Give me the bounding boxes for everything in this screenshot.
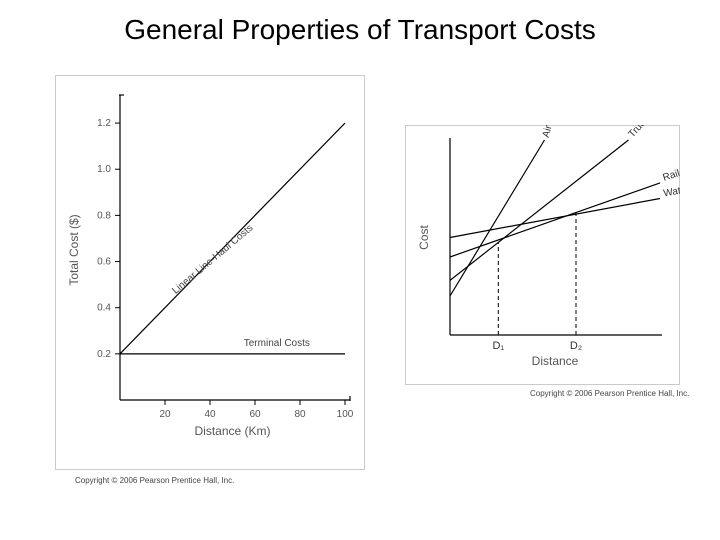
left-chart: 0.2 0.4 0.6 0.8 1.0 1.2 20 40 60 80 100 Distance (K… [55,75,365,470]
svg-text:Air: Air [541,125,555,139]
svg-text:Distance: Distance [532,354,579,368]
svg-text:Total Cost ($): Total Cost ($) [67,214,81,285]
copyright-left: Copyright © 2006 Pearson Prentice Hall, … [75,476,234,485]
copyright-right: Copyright © 2006 Pearson Prentice Hall, … [530,389,689,398]
svg-text:D₁: D₁ [492,340,504,352]
svg-text:Water: Water [663,184,680,200]
svg-text:0.2: 0.2 [97,349,111,360]
right-chart: Air Truck RailWater D₁ D₂ Distance Cost [405,125,680,385]
svg-text:Truck: Truck [627,125,652,140]
svg-text:0.4: 0.4 [97,303,111,314]
svg-text:Terminal Costs: Terminal Costs [244,338,310,349]
svg-text:1.0: 1.0 [97,164,111,175]
svg-text:0.8: 0.8 [97,210,111,221]
svg-text:1.2: 1.2 [97,118,111,129]
svg-text:60: 60 [249,409,261,420]
svg-text:80: 80 [294,409,306,420]
svg-text:20: 20 [159,409,171,420]
svg-text:D₂: D₂ [570,340,582,352]
svg-text:Distance (Km): Distance (Km) [194,424,270,438]
svg-text:Rail: Rail [662,168,680,184]
svg-text:100: 100 [337,409,354,420]
svg-text:0.6: 0.6 [97,257,111,268]
page-title: General Properties of Transport Costs [0,14,720,46]
svg-text:40: 40 [204,409,216,420]
svg-text:Cost: Cost [417,225,431,250]
svg-text:Linear Line-Haul Costs: Linear Line-Haul Costs [170,223,255,297]
